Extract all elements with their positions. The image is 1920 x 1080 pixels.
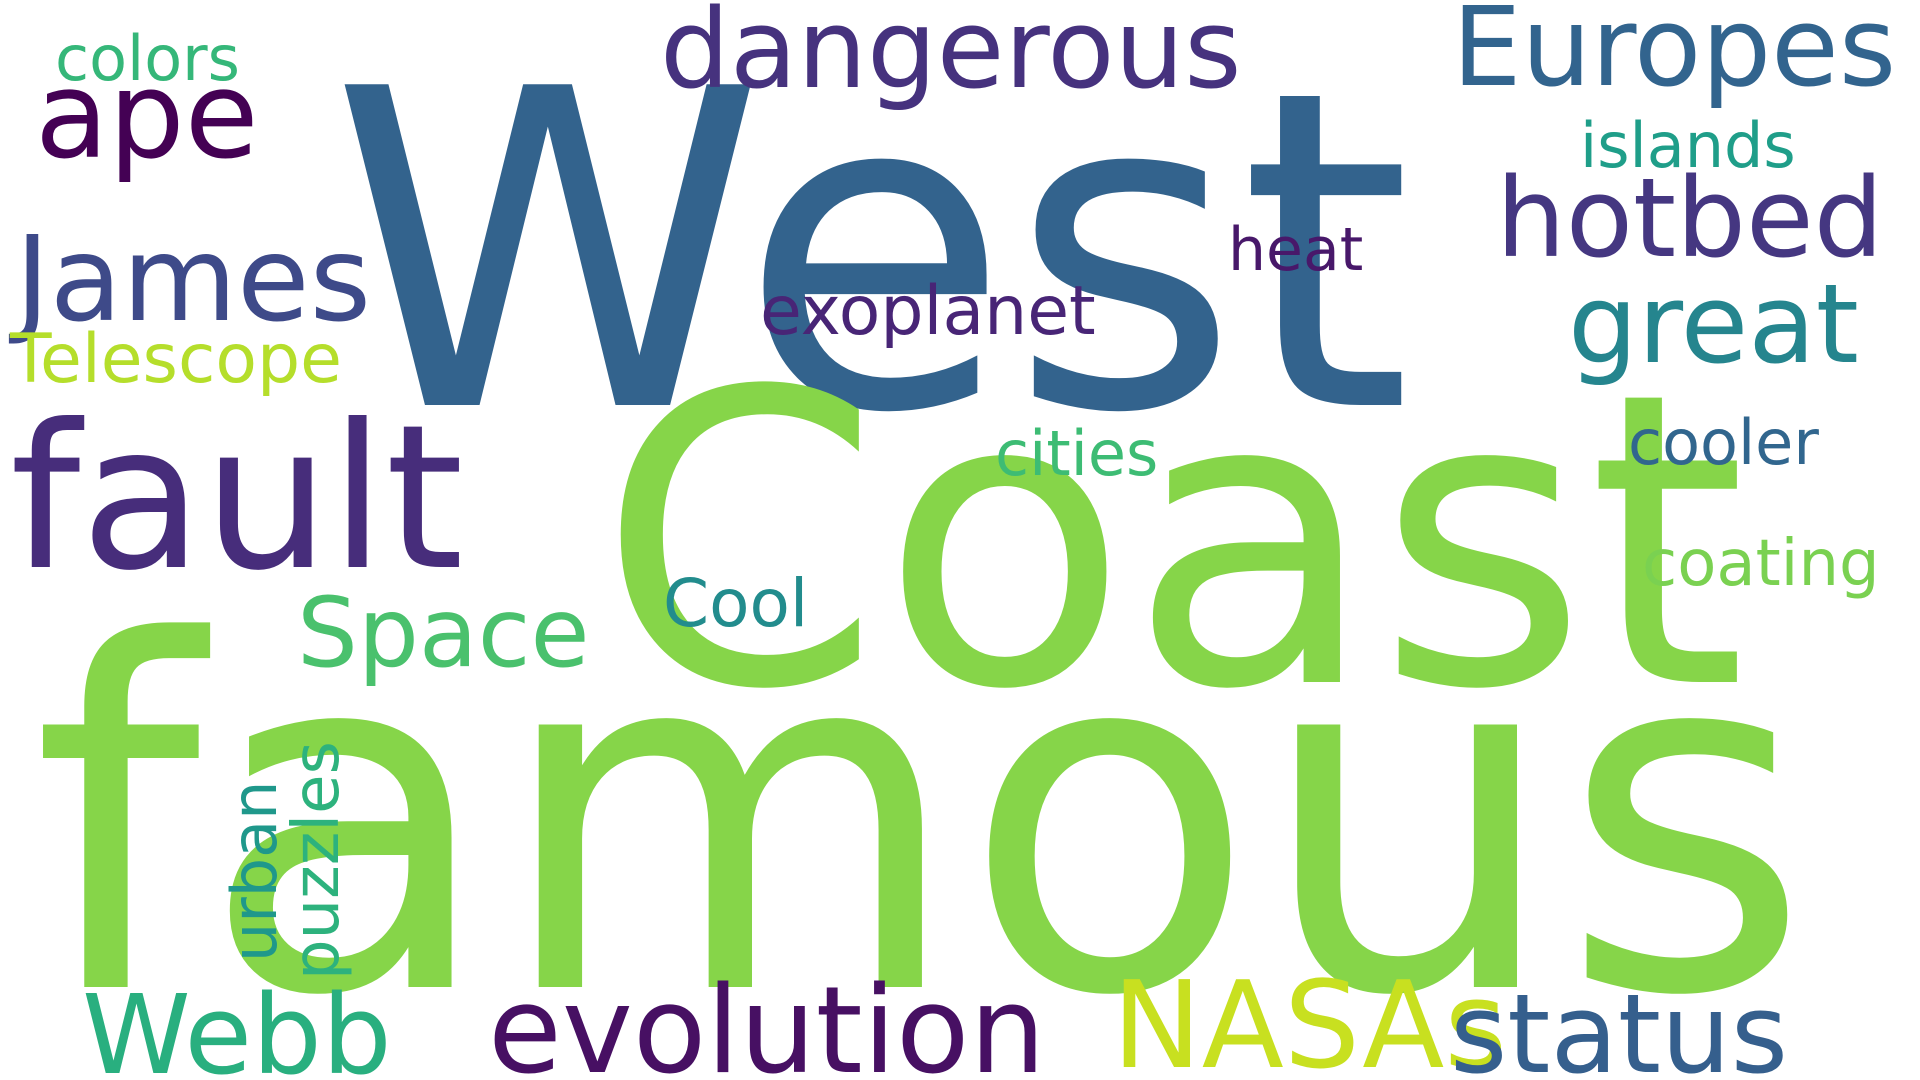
word-evolution: evolution bbox=[488, 962, 1046, 1080]
word-nasas: NASAs bbox=[1112, 957, 1507, 1080]
word-exoplanet: exoplanet bbox=[760, 272, 1096, 351]
word-europes: Europes bbox=[1452, 0, 1896, 111]
word-cities: cities bbox=[995, 417, 1158, 490]
word-space: Space bbox=[297, 577, 590, 689]
word-colors: colors bbox=[55, 22, 240, 95]
word-great: great bbox=[1568, 260, 1859, 388]
word-west: West bbox=[330, 0, 1412, 509]
word-dangerous: dangerous bbox=[660, 0, 1242, 113]
word-james: James bbox=[8, 210, 371, 348]
word-cool: Cool bbox=[663, 565, 808, 642]
word-fault: fault bbox=[10, 382, 464, 615]
word-coating: coating bbox=[1642, 527, 1880, 601]
word-hotbed: hotbed bbox=[1496, 154, 1883, 282]
word-telescope: Telescope bbox=[9, 320, 342, 399]
word-urban: urban bbox=[218, 781, 291, 962]
word-coast: Coast bbox=[598, 306, 1747, 778]
word-ape: ape bbox=[35, 47, 259, 186]
word-famous: famous bbox=[32, 542, 1811, 1080]
word-heat: heat bbox=[1228, 215, 1363, 285]
word-status: status bbox=[1450, 970, 1788, 1080]
word-islands: islands bbox=[1580, 109, 1796, 182]
word-cooler: cooler bbox=[1628, 406, 1819, 479]
word-puzzles: puzzles bbox=[280, 741, 354, 980]
word-webb: Webb bbox=[82, 971, 392, 1080]
